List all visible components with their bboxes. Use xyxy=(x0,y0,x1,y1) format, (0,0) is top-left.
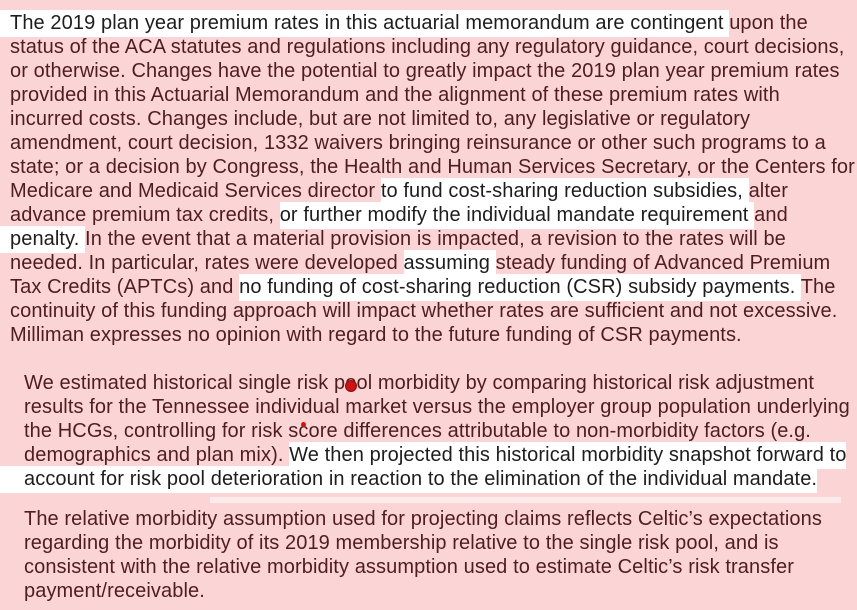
text-run: or otherwise. Changes have the potential… xyxy=(10,60,840,82)
text-line: Tax Credits (APTCs) and no funding of co… xyxy=(0,274,857,301)
text-run: regarding the morbidity of its 2019 memb… xyxy=(24,532,779,554)
text-run: amendment, court decision, 1332 waivers … xyxy=(10,132,826,154)
text-run: advance premium tax credits, xyxy=(10,204,280,226)
text-line: The 2019 plan year premium rates in this… xyxy=(0,10,857,37)
text-run: We estimated historical single risk p xyxy=(24,372,346,394)
text-run: the HCGs, controlling for risk s xyxy=(24,420,299,442)
text-run: consistent with the relative morbidity a… xyxy=(24,556,794,578)
text-run: The relative morbidity assumption used f… xyxy=(24,508,822,530)
text-line: regarding the morbidity of its 2019 memb… xyxy=(0,531,857,555)
text-run: state; or a decision by Congress, the He… xyxy=(10,156,855,178)
text-line: account for risk pool deterioration in r… xyxy=(0,466,857,493)
text-run: Medicare and Medicaid Services director xyxy=(10,180,381,202)
text-run: provided in this Actuarial Memorandum an… xyxy=(10,84,780,106)
text-line: amendment, court decision, 1332 waivers … xyxy=(0,131,857,155)
text-run: payment/receivable. xyxy=(24,580,205,602)
text-line: provided in this Actuarial Memorandum an… xyxy=(0,83,857,107)
red-dot-cover-marker: o xyxy=(345,372,357,394)
text-run: incurred costs. Changes include, but are… xyxy=(10,108,751,130)
text-run: ol morbidity by comparing historical ris… xyxy=(356,372,815,394)
highlighted-text-run: to fund cost-sharing reduction subsidies… xyxy=(380,178,749,205)
text-run: Tax Credits (APTCs) and xyxy=(10,276,240,298)
text-line: state; or a decision by Congress, the He… xyxy=(0,155,857,179)
paragraph-historical-morbidity-estimate: We estimated historical single risk pool… xyxy=(0,371,857,493)
text-line: consistent with the relative morbidity a… xyxy=(0,555,857,579)
paragraph-aca-contingency-disclaimer: The 2019 plan year premium rates in this… xyxy=(0,10,857,347)
text-line: status of the ACA statutes and regulatio… xyxy=(0,35,857,59)
text-line: continuity of this funding approach will… xyxy=(0,299,857,323)
text-run: demographics and plan mix). xyxy=(24,444,290,466)
text-run: steady funding of Advanced Premium xyxy=(495,252,831,274)
text-run: ore differences attributable to non-morb… xyxy=(308,420,811,442)
highlighted-text-run: We then projected this historical morbid… xyxy=(289,442,847,469)
text-run: needed. In particular, rates were develo… xyxy=(10,252,404,274)
text-run: results for the Tennessee individual mar… xyxy=(24,396,850,418)
text-line: Medicare and Medicaid Services director … xyxy=(0,178,857,205)
text-run: status of the ACA statutes and regulatio… xyxy=(10,36,845,58)
text-line: advance premium tax credits, or further … xyxy=(0,202,857,229)
text-line: payment/receivable. xyxy=(0,579,857,603)
text-line: penalty. In the event that a material pr… xyxy=(0,226,857,253)
text-line: incurred costs. Changes include, but are… xyxy=(0,107,857,131)
text-line: demographics and plan mix). We then proj… xyxy=(0,442,857,469)
text-run: The xyxy=(800,276,836,298)
highlighted-text-run: no funding of cost-sharing reduction (CS… xyxy=(239,274,801,301)
text-line: needed. In particular, rates were develo… xyxy=(0,250,857,277)
red-dot-above-marker: c xyxy=(298,420,309,442)
text-run: continuity of this funding approach will… xyxy=(10,300,838,322)
text-line: results for the Tennessee individual mar… xyxy=(0,395,857,419)
text-run: alter xyxy=(748,180,788,202)
highlight-artifact-strip xyxy=(210,497,841,503)
highlighted-text-run: account for risk pool deterioration in r… xyxy=(0,466,818,493)
text-line: or otherwise. Changes have the potential… xyxy=(0,59,857,83)
text-run: In the event that a material provision i… xyxy=(85,228,786,250)
paragraph-relative-morbidity-assumption: The relative morbidity assumption used f… xyxy=(0,507,857,603)
highlighted-text-run: assuming xyxy=(403,250,496,277)
text-line: Milliman expresses no opinion with regar… xyxy=(0,323,857,347)
highlighted-text-run: penalty. xyxy=(0,226,86,253)
text-run: and xyxy=(754,204,788,226)
highlighted-text-run: or further modify the individual mandate… xyxy=(279,202,755,229)
text-run: upon the xyxy=(729,12,808,34)
highlighted-text-run: The 2019 plan year premium rates in this… xyxy=(0,10,730,37)
text-line: We estimated historical single risk pool… xyxy=(0,371,857,395)
text-line: The relative morbidity assumption used f… xyxy=(0,507,857,531)
text-line: the HCGs, controlling for risk score dif… xyxy=(0,419,857,443)
text-run: Milliman expresses no opinion with regar… xyxy=(10,324,742,346)
